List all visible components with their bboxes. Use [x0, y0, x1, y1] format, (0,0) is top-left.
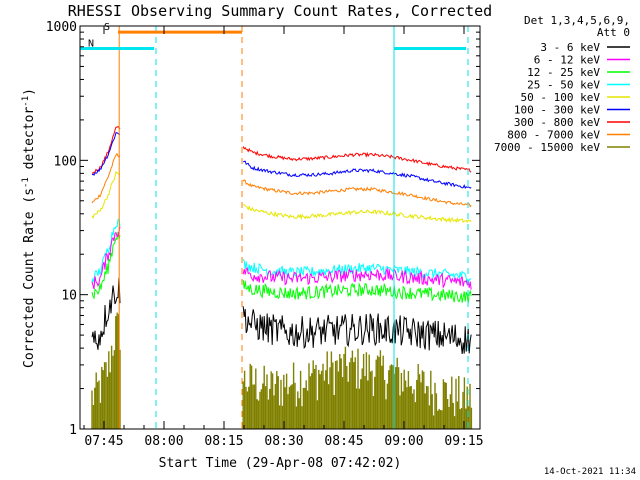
- x-tick-label: 08:45: [324, 434, 363, 449]
- x-tick-label: 08:30: [264, 434, 303, 449]
- series-line-3-6-kev: [242, 306, 472, 354]
- series-7000-15000-kev: [91, 312, 473, 429]
- legend-label: 100 - 300 keV: [514, 104, 600, 117]
- legend-label: 25 - 50 keV: [527, 79, 600, 92]
- x-axis-label: Start Time (29-Apr-08 07:42:02): [159, 456, 402, 471]
- plot-frame: [79, 25, 481, 430]
- x-tick-label: 09:00: [384, 434, 423, 449]
- x-tick-label: 08:15: [204, 434, 243, 449]
- series-line-100-300-kev: [242, 160, 472, 189]
- series-line-300-800-kev: [242, 146, 472, 173]
- series-line-6-12-kev: [242, 266, 472, 290]
- chart-title: RHESSI Observing Summary Count Rates, Co…: [68, 2, 492, 20]
- y-axis-label-mid: detector: [22, 107, 37, 178]
- y-tick-label: 1: [69, 423, 77, 438]
- plot-area: SN: [80, 22, 473, 429]
- legend-label: 12 - 25 keV: [527, 66, 600, 79]
- flag-label-s: S: [104, 22, 110, 33]
- legend-label: 6 - 12 keV: [534, 54, 601, 67]
- series-line-6-12-kev: [91, 226, 121, 290]
- legend-label: 7000 - 15000 keV: [494, 141, 600, 154]
- series-line-25-50-kev: [242, 258, 472, 283]
- x-tick-label: 08:00: [144, 434, 183, 449]
- legend-label: 3 - 6 keV: [540, 41, 600, 54]
- y-axis: 1 10 100 1000: [46, 20, 480, 438]
- y-axis-label: Corrected Count Rate (s-1 detector-1): [21, 88, 37, 368]
- series-line-12-25-kev: [242, 280, 472, 304]
- x-axis: 07:45 08:00 08:15 08:30 08:45 09:00 09:15: [83, 26, 484, 449]
- flag-label-n: N: [88, 38, 94, 49]
- legend-label: 50 - 100 keV: [521, 91, 601, 104]
- legend-label: 800 - 7000 keV: [507, 129, 600, 142]
- legend-header: Att 0: [597, 26, 630, 39]
- y-tick-label: 100: [54, 154, 77, 169]
- legend-label: 300 - 800 keV: [514, 116, 600, 129]
- y-tick-label: 1000: [46, 20, 77, 35]
- series-line-800-7000-kev: [242, 179, 472, 208]
- series-line-800-7000-kev: [91, 152, 121, 204]
- y-axis-label-sup2: -1: [21, 96, 31, 107]
- series-line-50-100-kev: [91, 170, 121, 220]
- x-tick-label: 07:45: [84, 434, 123, 449]
- y-axis-label-sup1: -1: [21, 177, 31, 188]
- footer-timestamp: 14-Oct-2021 11:34: [544, 467, 636, 477]
- series-line-3-6-kev: [91, 277, 121, 350]
- series-line-50-100-kev: [243, 204, 472, 224]
- y-axis-label-end: ): [22, 88, 37, 96]
- x-tick-label: 09:15: [444, 434, 483, 449]
- y-axis-label-main: Corrected Count Rate (s: [22, 188, 37, 368]
- legend-header: Det 1,3,4,5,6,9,: [524, 14, 630, 27]
- y-tick-label: 10: [61, 289, 77, 304]
- series-line-12-25-kev: [91, 231, 121, 300]
- series-line-100-300-kev: [91, 132, 121, 176]
- series-line-300-800-kev: [91, 126, 121, 174]
